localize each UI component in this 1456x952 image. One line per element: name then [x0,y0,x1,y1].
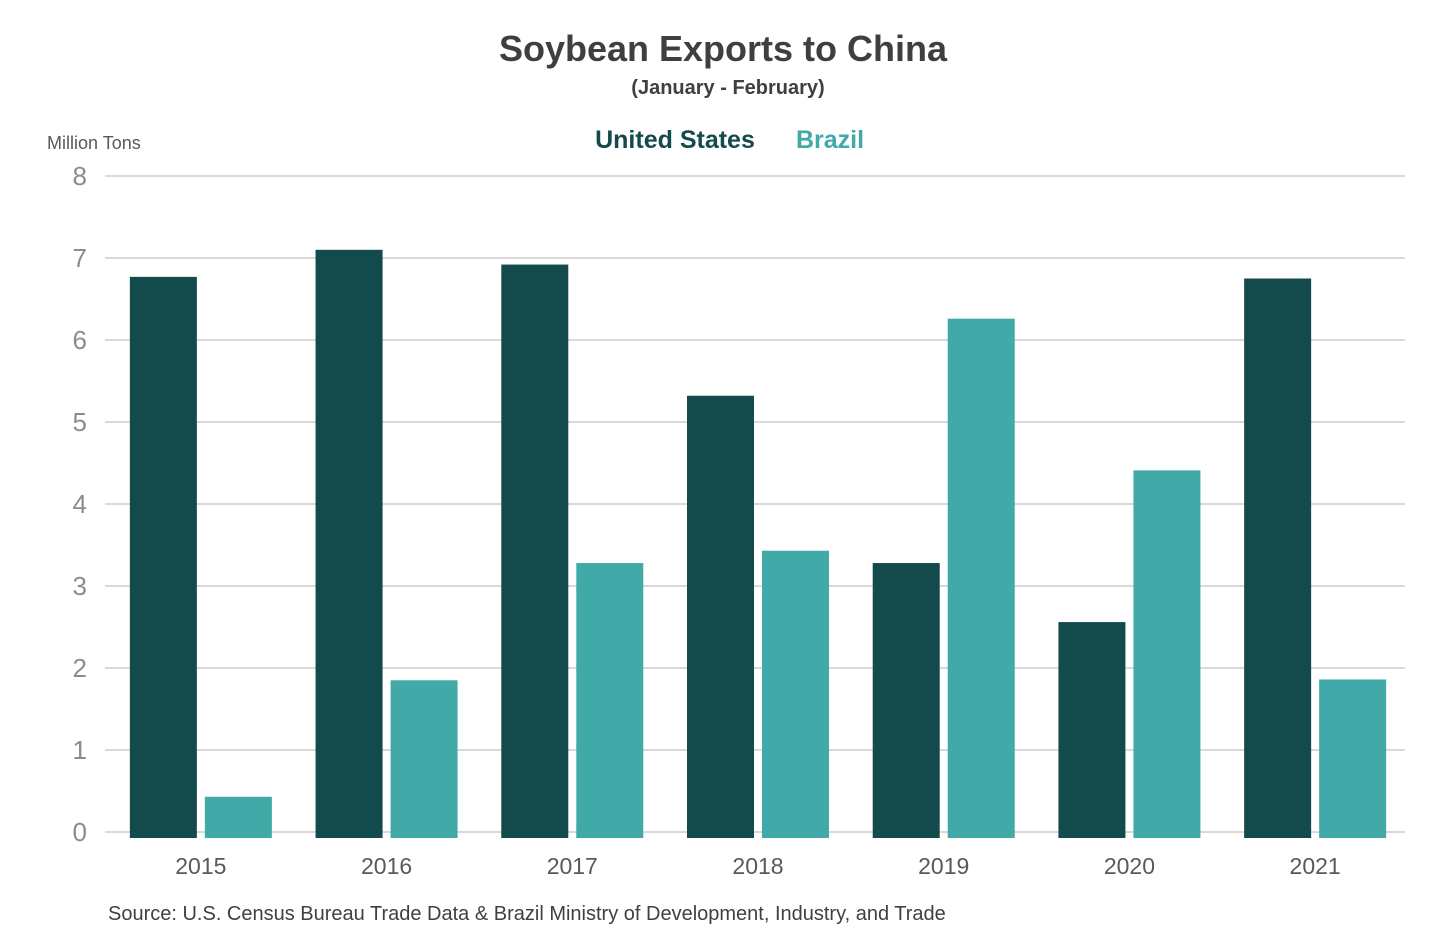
bar-united-states-2020 [1058,622,1126,838]
legend-item-brazil: Brazil [796,126,864,154]
x-tick-label: 2021 [1290,853,1341,879]
bar-brazil-2018 [762,550,829,838]
bar-brazil-2017 [576,563,644,838]
bar-united-states-2021 [1244,278,1312,838]
x-tick-label: 2019 [918,853,969,879]
gridlines [105,175,1405,833]
bar-united-states-2019 [872,563,940,838]
y-tick-label: 5 [73,407,87,437]
y-axis: 0 1 2 3 4 5 6 7 8 [73,161,87,847]
y-tick-label: 6 [73,325,87,355]
y-tick-label: 4 [73,489,87,519]
legend: United States Brazil [595,126,864,154]
x-axis: 2015 2016 2017 2018 2019 2020 2021 [175,853,1340,879]
x-tick-label: 2018 [732,853,783,879]
y-tick-label: 0 [73,817,87,847]
x-tick-label: 2016 [361,853,412,879]
y-axis-label: Million Tons [47,133,141,153]
legend-item-united-states: United States [595,126,755,154]
bar-brazil-2015 [204,796,272,838]
x-tick-label: 2015 [175,853,226,879]
x-tick-label: 2020 [1104,853,1155,879]
bar-brazil-2016 [390,680,458,838]
bar-united-states-2015 [129,276,197,838]
source-note: Source: U.S. Census Bureau Trade Data & … [108,903,946,925]
y-tick-label: 8 [73,161,87,191]
bars [129,249,1387,839]
x-tick-label: 2017 [547,853,598,879]
bar-brazil-2021 [1319,679,1387,838]
bar-brazil-2020 [1133,470,1201,838]
y-tick-label: 7 [73,243,87,273]
y-tick-label: 3 [73,571,87,601]
bar-brazil-2019 [947,318,1015,838]
chart-title: Soybean Exports to China [499,28,948,69]
bar-united-states-2018 [687,395,754,838]
bar-united-states-2016 [315,249,383,839]
y-tick-label: 1 [73,735,87,765]
bar-united-states-2017 [501,264,569,838]
y-tick-label: 2 [73,653,87,683]
chart-subtitle: (January - February) [631,77,824,99]
